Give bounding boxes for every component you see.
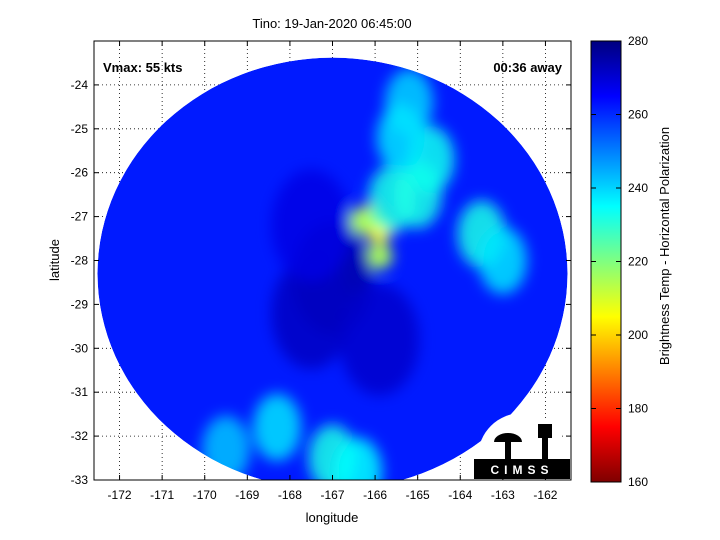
x-tick-label: -166	[363, 488, 387, 502]
chart-title: Tino: 19-Jan-2020 06:45:00	[252, 16, 411, 31]
vmax-label: Vmax: 55 kts	[103, 60, 183, 75]
colorbar-tick-label: 180	[628, 402, 648, 416]
swath-feature-10	[478, 226, 527, 295]
y-tick-label: -30	[71, 341, 89, 355]
x-tick-label: -170	[193, 488, 217, 502]
x-tick-label: -168	[278, 488, 302, 502]
swath-feature-2	[349, 207, 376, 234]
colorbar-tick-label: 280	[628, 34, 648, 48]
logo-tower-leg	[542, 438, 548, 460]
time-away-label: 00:36 away	[493, 60, 562, 75]
x-axis-label: longitude	[306, 510, 359, 525]
swath-feature-18	[271, 169, 352, 282]
y-tick-label: -31	[71, 385, 89, 399]
x-axis: -172 -171 -170 -169 -168 -167 -166 -165 -164 -163…	[108, 41, 558, 502]
logo-banner	[474, 459, 570, 479]
logo-dish-icon	[494, 433, 522, 442]
x-tick-label: -162	[533, 488, 557, 502]
colorbar-tick-label: 200	[628, 328, 648, 342]
y-tick-label: -33	[71, 473, 89, 487]
swath-feature-17	[339, 283, 420, 396]
swath-features	[202, 68, 527, 480]
colorbar-tick-label: 220	[628, 255, 648, 269]
cimss-logo: CIMSS	[474, 413, 570, 501]
y-tick-label: -28	[71, 254, 89, 268]
y-tick-label: -32	[71, 429, 89, 443]
logo-text: CIMSS	[490, 463, 553, 477]
colorbar-tick-label: 240	[628, 181, 648, 195]
swath-feature-13	[334, 437, 383, 480]
colorbar-label: Brightness Temp - Horizontal Polarizatio…	[657, 127, 672, 365]
swath-content	[97, 57, 568, 480]
swath-image	[97, 57, 568, 480]
x-tick-label: -172	[108, 488, 132, 502]
swath-feature-8	[376, 103, 425, 172]
y-axis-label: latitude	[47, 239, 62, 281]
swath-feature-16	[271, 257, 352, 370]
x-tick-label: -169	[235, 488, 259, 502]
logo-tower-icon	[538, 424, 552, 438]
swath-feature-3	[366, 243, 393, 270]
x-tick-label: -164	[448, 488, 472, 502]
logo-dish-stand	[505, 442, 511, 460]
y-tick-label: -26	[71, 166, 89, 180]
y-tick-label: -29	[71, 297, 89, 311]
y-axis: -24 -25 -26 -27 -28 -29 -30 -31 -32 -33	[71, 78, 571, 487]
y-tick-label: -25	[71, 122, 89, 136]
x-tick-label: -167	[320, 488, 344, 502]
x-tick-label: -163	[491, 488, 515, 502]
swath-feature-11	[253, 393, 302, 461]
y-tick-label: -27	[71, 210, 89, 224]
colorbar-tick-label: 260	[628, 108, 648, 122]
y-tick-label: -24	[71, 78, 89, 92]
colorbar-ticks: 160 180 200 220 240 260 280	[591, 34, 648, 489]
x-tick-label: -165	[406, 488, 430, 502]
colorbar-tick-label: 160	[628, 475, 648, 489]
x-tick-label: -171	[150, 488, 174, 502]
plot-area	[94, 41, 571, 480]
